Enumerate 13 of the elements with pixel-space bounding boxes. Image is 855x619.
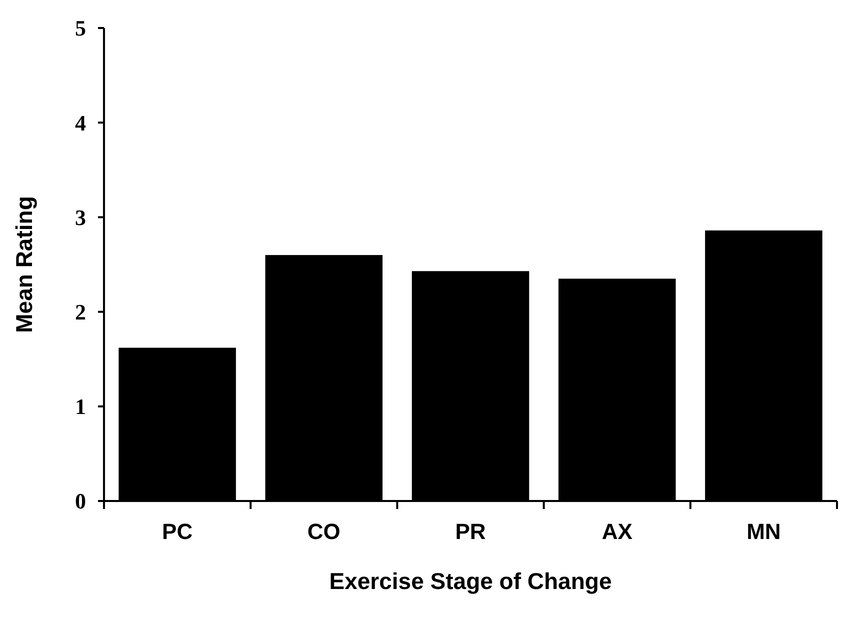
y-axis-title: Mean Rating bbox=[11, 196, 37, 333]
x-axis-title: Exercise Stage of Change bbox=[329, 568, 612, 594]
x-tick-label: PR bbox=[455, 519, 486, 544]
x-tick-label: AX bbox=[602, 519, 633, 544]
y-tick-label: 5 bbox=[75, 16, 86, 41]
y-tick-label: 3 bbox=[75, 204, 86, 230]
y-tick-label: 0 bbox=[75, 488, 86, 514]
y-tick-label: 4 bbox=[75, 110, 86, 136]
y-tick-label: 2 bbox=[75, 300, 86, 324]
x-tick-label: PC bbox=[162, 519, 193, 544]
y-tick-label: 1 bbox=[75, 394, 86, 420]
x-tick-label: MN bbox=[746, 519, 781, 544]
x-tick-label: CO bbox=[307, 519, 340, 544]
